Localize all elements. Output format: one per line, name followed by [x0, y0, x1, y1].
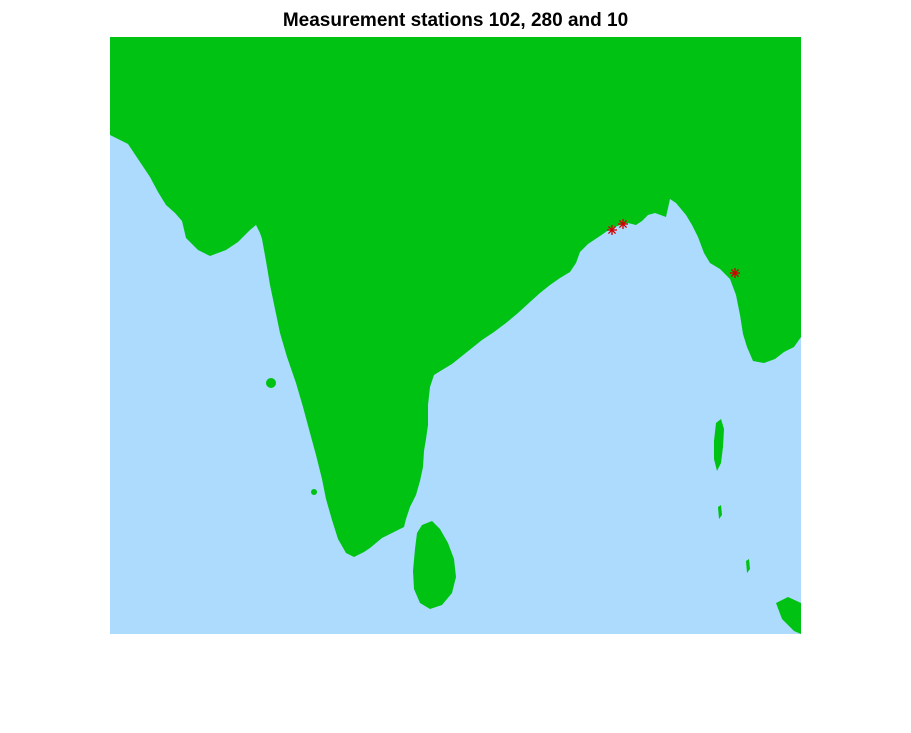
star-marker-icon: [730, 268, 740, 278]
andaman-islands: [714, 419, 724, 471]
mainland: [110, 37, 801, 557]
sumatra: [776, 597, 801, 634]
map-canvas: [110, 37, 801, 634]
map-title: Measurement stations 102, 280 and 10: [282, 10, 629, 31]
star-marker-icon: [607, 225, 617, 235]
nicobar-islands: [718, 505, 750, 573]
land-mass: [110, 37, 801, 634]
small-island: [311, 489, 317, 495]
station-markers: [607, 219, 740, 278]
star-marker-icon: [618, 219, 628, 229]
small-island: [266, 378, 276, 388]
sri-lanka: [413, 521, 456, 609]
map-axes: [110, 37, 801, 634]
